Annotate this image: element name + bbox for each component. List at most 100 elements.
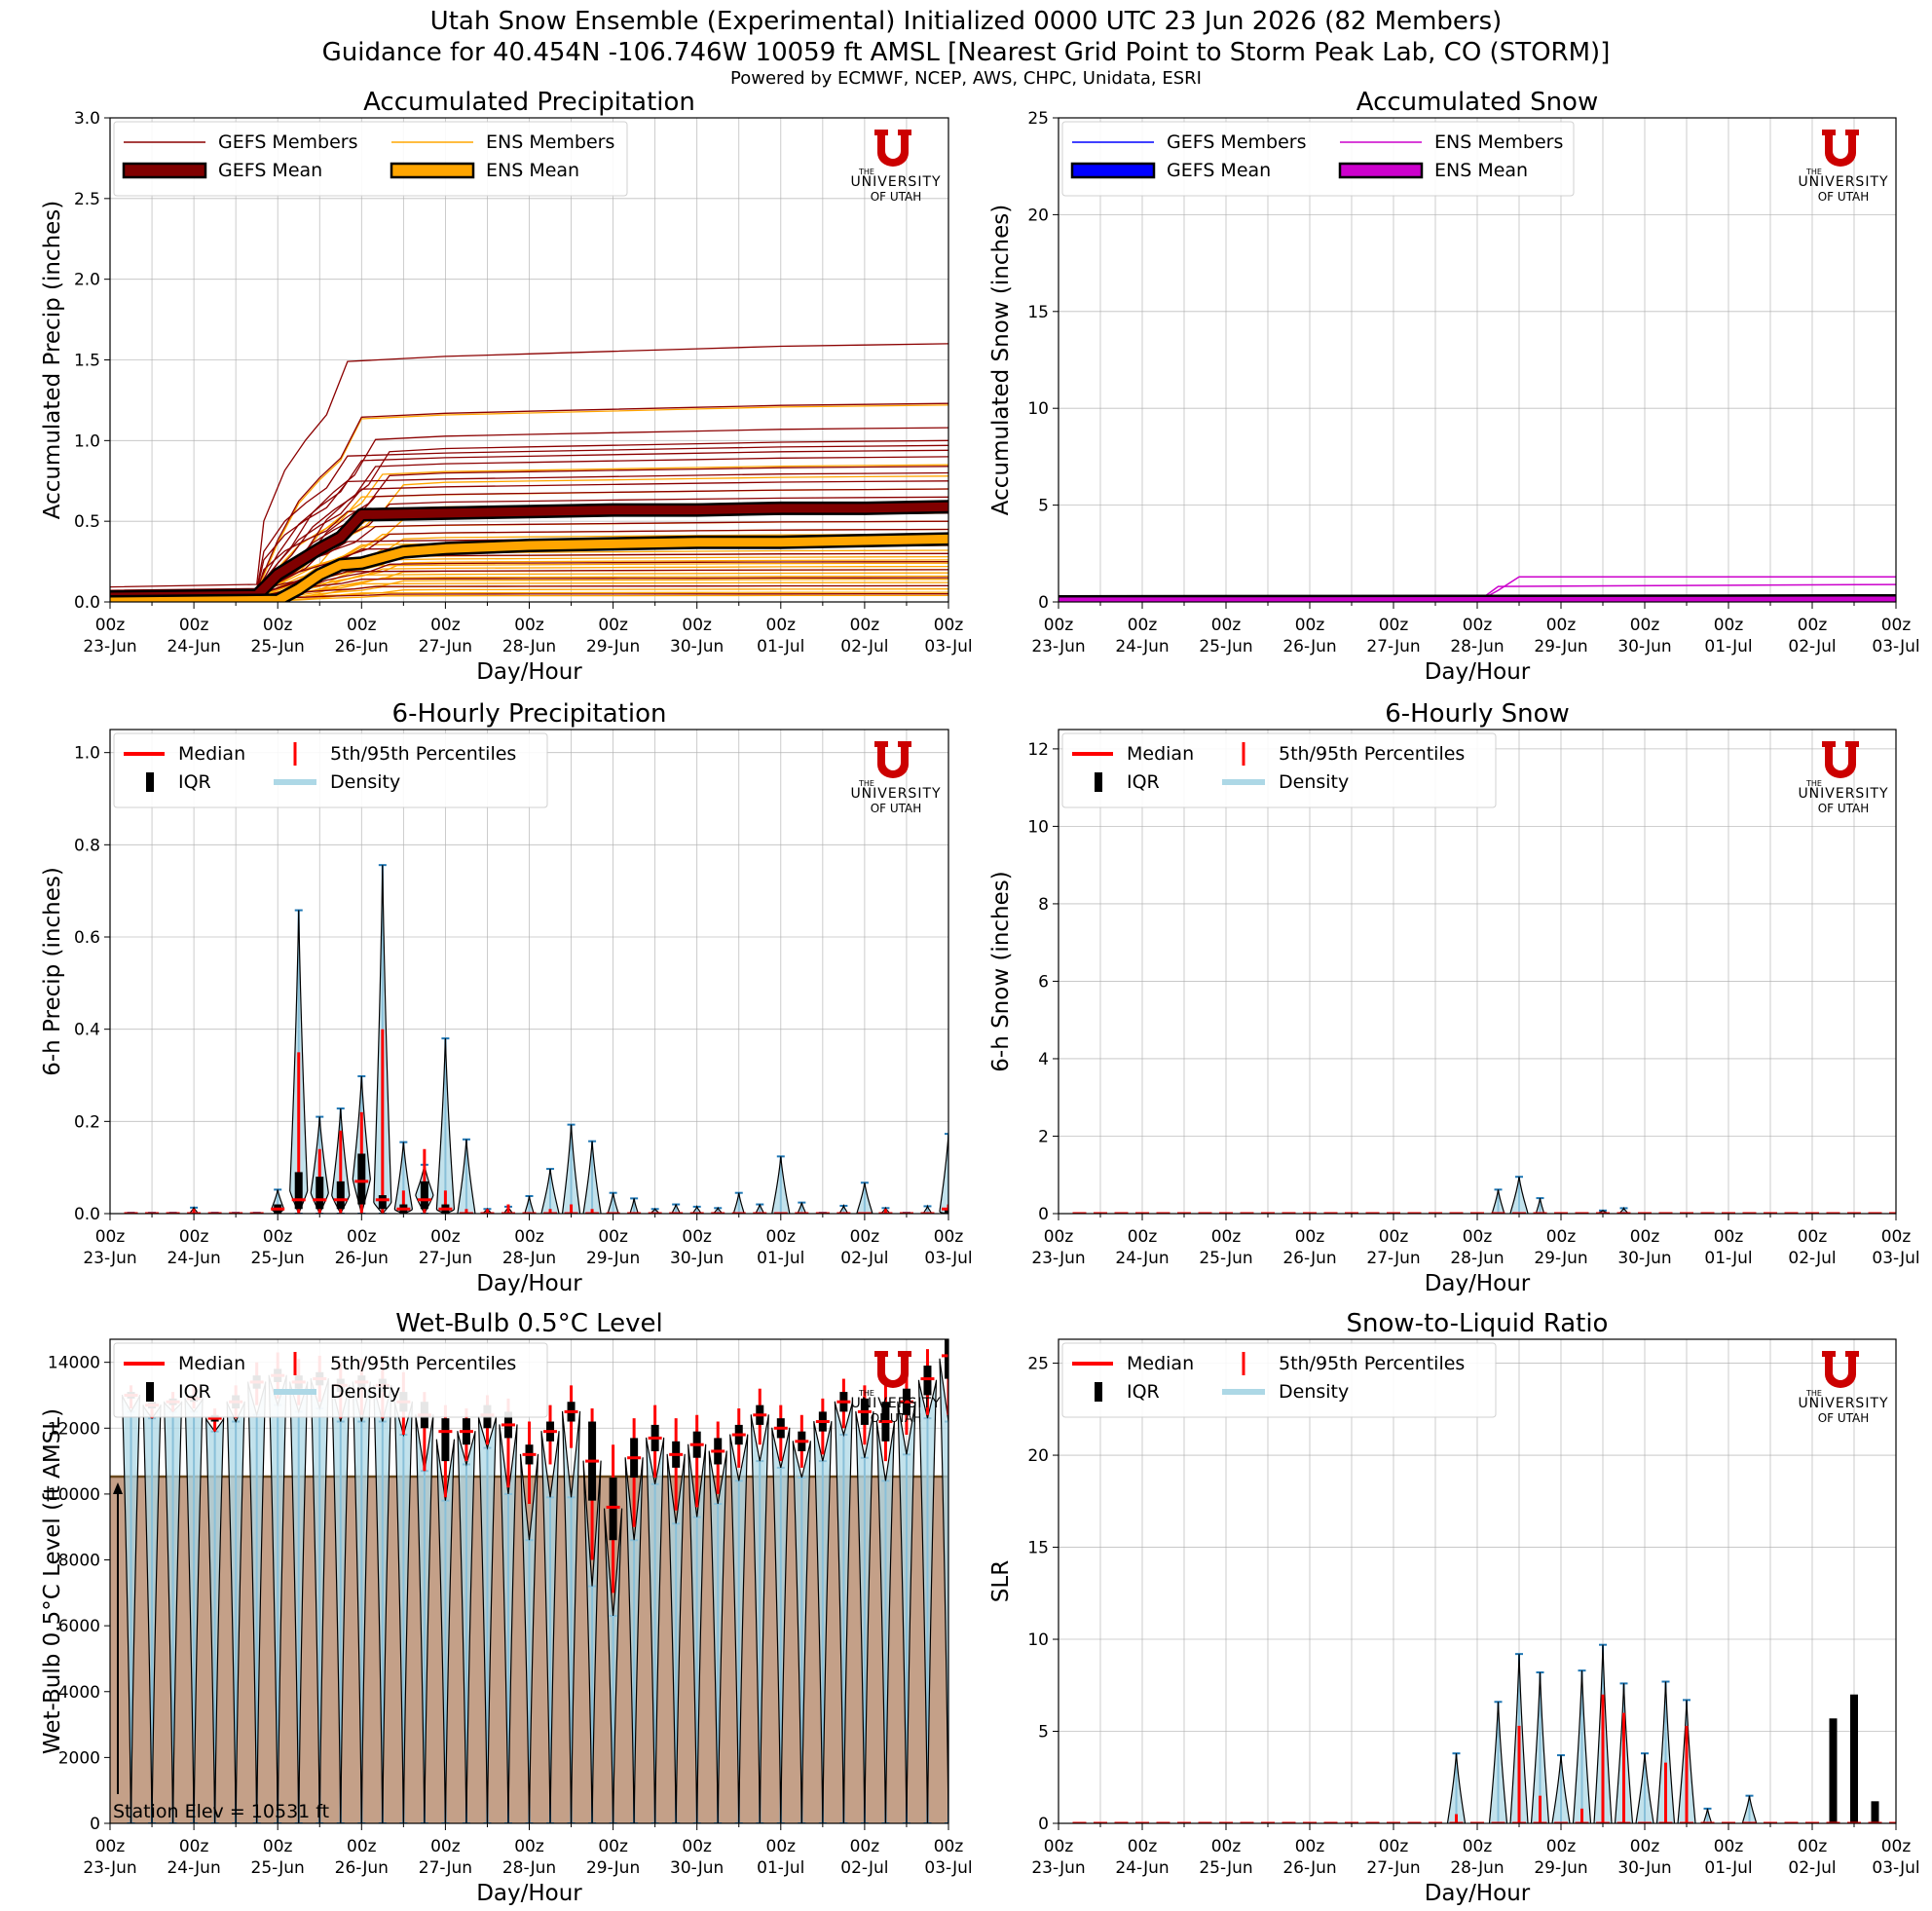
legend-label: Density [330,1381,400,1403]
x-tick-label-hour: 00z [682,616,712,635]
x-tick-label-date: 03-Jul [1872,637,1919,656]
violin-density [771,1427,791,1823]
violin [480,1207,495,1214]
violin-density [939,1358,948,1823]
plot-area [1072,1176,1896,1214]
violin-density [499,1424,518,1823]
x-tick-label-date: 03-Jul [924,637,972,656]
x-tick-label-date: 01-Jul [757,1858,804,1878]
x-tick-label-date: 29-Jun [1534,1858,1587,1878]
violin [711,1206,725,1214]
y-tick-label: 0.4 [74,1021,100,1040]
x-tick-label-hour: 00z [95,1837,126,1856]
violin [519,1421,539,1823]
x-tick-label-hour: 00z [1128,616,1158,635]
legend-label: Median [178,1353,245,1374]
violin [540,1168,560,1214]
x-tick-label-date: 29-Jun [1534,637,1587,656]
gefs-member-line [110,343,948,588]
x-tick-label-date: 26-Jun [1282,637,1336,656]
x-tick-label-hour: 00z [1714,1837,1744,1856]
violin [415,1148,434,1214]
violin-iqr [441,1418,450,1462]
y-tick-label: 12 [1027,740,1049,760]
violin-density [875,1420,896,1823]
x-tick-label-hour: 00z [850,1227,880,1247]
x-tick-label-hour: 00z [1379,1837,1409,1856]
violin-density [939,1134,948,1214]
x-tick-label-date: 25-Jun [1199,1249,1252,1268]
y-tick-label: 0 [1038,1815,1049,1834]
x-tick-label-hour: 00z [934,1837,964,1856]
gefs-member-line [110,520,948,595]
logo-of-utah: OF UTAH [871,190,922,204]
logo-of-utah: OF UTAH [1818,1411,1870,1425]
x-tick-label-date: 28-Jun [1450,637,1504,656]
legend-label: IQR [1127,771,1160,793]
y-tick-label: 2 [1038,1127,1049,1146]
violin [603,1444,623,1823]
legend-box [1061,1342,1497,1418]
x-tick-label-hour: 00z [514,1837,544,1856]
violin-density [646,1437,665,1823]
panel-six-hourly-precipitation: 00z 23-Jun 00z 24-Jun 00z 25-Jun 00z 26-Jun 00z 2… [40,699,973,1296]
violin-density [457,1139,476,1214]
x-tick-label-hour: 00z [934,1227,964,1247]
violin [1635,1752,1654,1823]
x-tick-label-date: 25-Jun [251,1249,305,1268]
x-tick-label-hour: 00z [95,616,126,635]
legend-box [113,121,628,197]
violin [289,909,309,1214]
violin [878,1206,893,1214]
violin [792,1414,811,1823]
x-tick-label-date: 03-Jul [924,1858,972,1878]
violin-density [561,1124,581,1214]
violin [1446,1752,1467,1823]
violin-density [457,1431,476,1823]
x-tick-label-date: 24-Jun [1115,637,1169,656]
x-tick-label-hour: 00z [850,616,880,635]
legend: Median 5th/95th Percentiles IQR Density [113,1342,548,1418]
violin [836,1203,851,1214]
violin [834,1378,853,1823]
legend-box [113,1342,548,1418]
x-tick-label-hour: 00z [766,616,797,635]
x-tick-label-date: 23-Jun [83,1249,136,1268]
x-tick-label-date: 23-Jun [1031,637,1085,656]
violin [1509,1176,1529,1214]
x-tick-label-hour: 00z [1714,616,1744,635]
violin [1868,1801,1882,1823]
y-tick-label: 6 [1038,972,1049,992]
x-tick-label-date: 26-Jun [335,1858,389,1878]
y-tick-label: 3.0 [74,109,100,129]
x-tick-label-date: 01-Jul [757,1249,804,1268]
x-tick-label-hour: 00z [1463,1227,1493,1247]
ens-member-line [110,404,948,595]
x-tick-label-hour: 00z [1211,1227,1242,1247]
y-tick-label: 5 [1038,1723,1049,1742]
violin-density [393,1142,413,1214]
violin-iqr [1829,1718,1838,1823]
violin-density [1702,1808,1713,1823]
x-tick-label-date: 26-Jun [1282,1249,1336,1268]
x-tick-label-date: 27-Jun [1366,1858,1420,1878]
ens-member-line [110,579,948,602]
y-tick-label: 15 [1027,303,1049,322]
logo-university: UNIVERSITY [1798,1396,1888,1411]
x-tick-label-hour: 00z [1630,1837,1660,1856]
violin [1847,1694,1861,1823]
y-axis-label: Wet-Bulb 0.5°C Level (ft AMSL) [40,1408,65,1754]
violin-density [435,1038,456,1214]
logo-university: UNIVERSITY [850,174,941,190]
x-tick-label-hour: 00z [1211,616,1242,635]
legend: Median 5th/95th Percentiles IQR Density [113,732,548,808]
violin [561,1123,581,1214]
x-tick-label-date: 02-Jul [840,637,888,656]
y-tick-label: 0 [90,1815,100,1834]
ens-member-line [110,588,948,602]
violin-density [671,1204,681,1214]
utah-u-mark [1822,1351,1859,1388]
legend-label: Median [1127,1353,1194,1374]
x-tick-label-date: 23-Jun [1031,1858,1085,1878]
